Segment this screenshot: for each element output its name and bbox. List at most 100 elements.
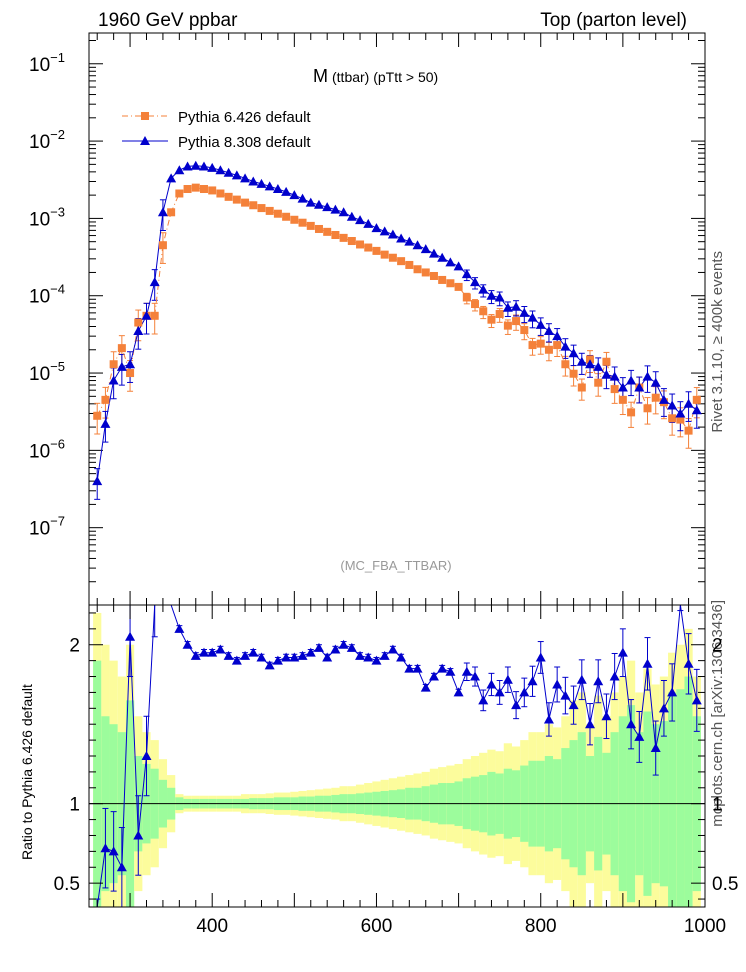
ratio-point-triangle [560, 690, 571, 700]
ratio-point-triangle [494, 687, 505, 697]
y-tick-label: 10−4 [29, 282, 65, 308]
ratio-point-triangle [552, 679, 563, 689]
ratio-point-triangle [617, 647, 628, 657]
ratio-point-triangle [404, 663, 415, 673]
plot-title: M (ttbar) (pTtt > 50) [313, 66, 438, 86]
data-point-triangle [675, 408, 686, 418]
ratio-y-tick-label-right: 0.5 [712, 874, 738, 895]
data-point-square [569, 369, 578, 378]
data-point-triangle [92, 476, 103, 486]
data-point-square [380, 250, 389, 259]
data-point-triangle [240, 173, 251, 183]
data-point-square [561, 360, 570, 369]
data-point-square [594, 378, 603, 387]
ratio-uncertainty-bands [93, 612, 701, 907]
band-inner [668, 692, 677, 907]
data-point-triangle [634, 382, 645, 392]
ratio-point-triangle [428, 671, 439, 681]
data-point-triangle [116, 361, 127, 371]
ratio-point-triangle [511, 700, 522, 710]
main-series-markers [92, 160, 702, 486]
data-point-square [314, 224, 323, 233]
data-point-square [429, 271, 438, 280]
data-point-triangle [125, 359, 136, 369]
data-point-triangle [174, 165, 185, 175]
ratio-point-triangle [346, 642, 357, 652]
ratio-point-triangle [387, 644, 398, 654]
data-point-triangle [346, 211, 357, 221]
y-tick-label: 10−6 [29, 436, 65, 462]
ratio-point-triangle [289, 652, 300, 662]
data-point-square [388, 253, 397, 262]
ratio-point-triangle [108, 846, 119, 856]
data-point-square [397, 257, 406, 266]
data-point-square [167, 208, 176, 217]
main-series-lines [96, 165, 698, 482]
data-point-square [471, 300, 480, 309]
data-point-square [577, 383, 586, 392]
ratio-point-triangle [535, 652, 546, 662]
data-point-triangle [133, 325, 144, 335]
data-point-triangle [297, 193, 308, 203]
data-point-square [183, 185, 192, 194]
data-point-triangle [108, 375, 119, 385]
data-point-triangle [223, 167, 234, 177]
data-point-square [627, 408, 636, 417]
data-point-triangle [256, 178, 267, 188]
data-point-square [479, 307, 488, 316]
main-y-axis: 10−7 10−6 10−5 10−4 10−3 10−2 10−1 [29, 39, 705, 606]
x-tick-label: 400 [196, 916, 228, 937]
data-point-triangle [272, 184, 283, 194]
data-point-square [528, 341, 537, 350]
rivet-version-label: Rivet 3.1.10, ≥ 400k events [709, 251, 726, 433]
ratio-point-triangle [420, 682, 431, 692]
data-point-square [331, 231, 340, 240]
header-energy-label: 1960 GeV ppbar [98, 10, 238, 31]
band-inner [684, 676, 693, 907]
data-point-square [306, 221, 315, 230]
data-point-square [323, 227, 332, 236]
ratio-point-triangle [231, 655, 242, 665]
ratio-point-triangle [338, 639, 349, 649]
data-point-square [347, 237, 356, 246]
ratio-point-triangle [371, 655, 382, 665]
data-point-square [298, 218, 307, 227]
ratio-point-triangle [125, 631, 136, 641]
data-point-square [109, 360, 118, 369]
ratio-panel: 0.5 0.5 1 1 2 2 400 600 800 1000 Ratio to Pythia… [19, 33, 738, 937]
data-point-triangle [428, 248, 439, 258]
ratio-point-triangle [412, 663, 423, 673]
data-point-square [684, 426, 693, 435]
data-point-triangle [683, 398, 694, 408]
band-inner [676, 689, 685, 907]
data-point-square [208, 186, 217, 195]
data-point-square [495, 310, 504, 319]
data-point-square [101, 395, 110, 404]
data-point-square [191, 183, 200, 192]
ratio-point-triangle [585, 719, 596, 729]
data-point-triangle [626, 375, 637, 385]
x-tick-label: 600 [361, 916, 393, 937]
analysis-id-label: (MC_FBA_TTBAR) [340, 558, 451, 573]
ratio-point-triangle [313, 642, 324, 652]
ratio-y-tick-label: 2 [69, 636, 80, 657]
ratio-point-triangle [543, 714, 554, 724]
legend-marker-triangle [140, 136, 150, 145]
data-point-square [150, 311, 159, 320]
data-point-square [241, 198, 250, 207]
data-point-square [216, 189, 225, 198]
data-point-square [487, 315, 496, 324]
data-point-triangle [190, 160, 201, 170]
data-point-triangle [100, 418, 111, 428]
ratio-point-triangle [100, 843, 111, 853]
data-point-triangle [535, 319, 546, 329]
data-point-triangle [141, 310, 152, 320]
data-point-triangle [445, 257, 456, 267]
legend-entry-pythia8: Pythia 8.308 default [122, 134, 311, 151]
data-point-triangle [404, 236, 415, 246]
data-point-square [692, 395, 701, 404]
ratio-point-triangle [363, 652, 374, 662]
data-point-triangle [568, 348, 579, 358]
ratio-point-triangle [379, 650, 390, 660]
data-point-square [282, 212, 291, 221]
